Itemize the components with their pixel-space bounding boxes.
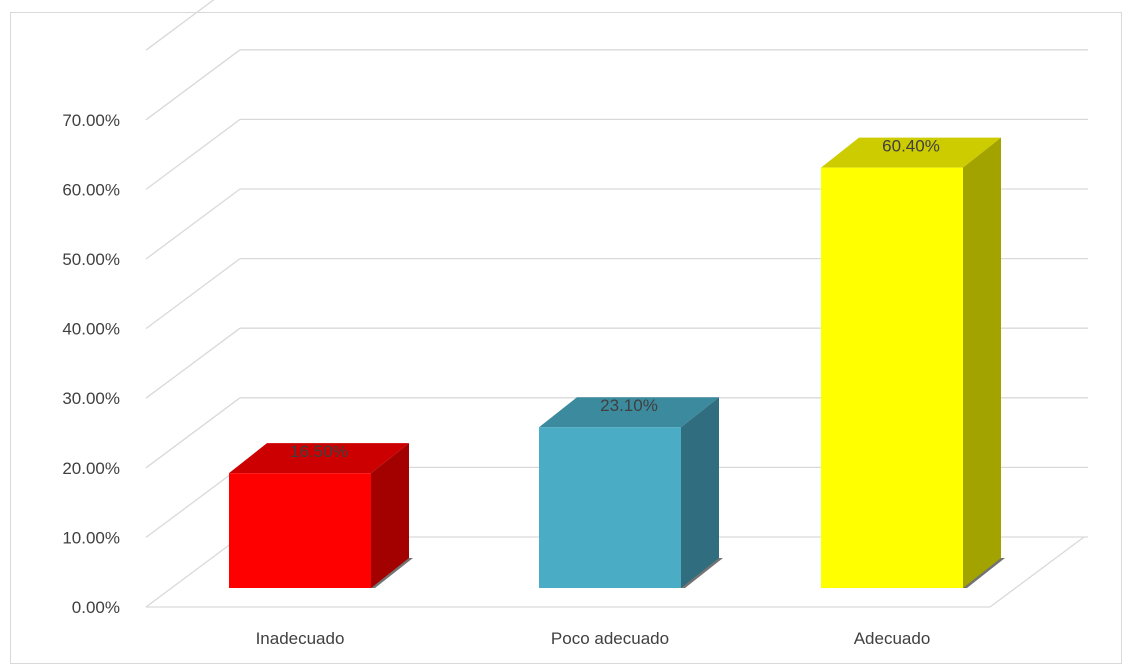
y-tick-label: 60.00% [62, 180, 120, 199]
bar-side-face [371, 443, 409, 588]
y-tick-label: 50.00% [62, 250, 120, 269]
bar-side-face [963, 137, 1001, 588]
bar-2 [539, 397, 723, 588]
x-category-label: Poco adecuado [551, 629, 669, 648]
bar-top-face [539, 397, 719, 428]
bar-1 [229, 443, 413, 588]
gridline-diagonal [145, 466, 241, 538]
data-label: 23.10% [600, 396, 658, 415]
bars [229, 137, 1005, 588]
chart-floor [146, 536, 1085, 608]
floor-edge-right [989, 536, 1085, 608]
y-tick-label: 10.00% [62, 528, 120, 547]
y-axis-tick-labels: 0.00% 10.00% 20.00% 30.00% 40.00% 50.00% 60.00… [62, 111, 120, 617]
x-category-label: Inadecuado [256, 629, 345, 648]
gridline-diagonal [145, 0, 215, 51]
y-tick-label: 70.00% [62, 111, 120, 130]
gridline-diagonal [145, 49, 241, 121]
gridline-diagonal [145, 258, 241, 330]
x-category-label: Adecuado [854, 629, 931, 648]
data-labels: 16.50% 23.10% 60.40% [290, 137, 940, 462]
bar-3 [821, 137, 1005, 588]
gridline-diagonal [145, 536, 241, 608]
y-tick-label: 40.00% [62, 320, 120, 339]
bar-front-face [229, 473, 371, 588]
bar-top-face [821, 137, 1001, 168]
data-label: 16.50% [290, 442, 348, 461]
bar-side-face [681, 397, 719, 588]
x-axis-category-labels: Inadecuado Poco adecuado Adecuado [256, 629, 931, 648]
data-label: 60.40% [882, 137, 940, 156]
gridline-diagonal [145, 118, 241, 190]
y-tick-label: 30.00% [62, 389, 120, 408]
gridline-diagonal [145, 327, 241, 399]
y-tick-label: 0.00% [72, 598, 120, 617]
gridline-diagonal [145, 397, 241, 469]
bar-front-face [539, 427, 681, 588]
y-tick-label: 20.00% [62, 459, 120, 478]
gridline-diagonal [145, 188, 241, 260]
bar-front-face [821, 167, 963, 588]
bar-top-face [229, 443, 409, 474]
